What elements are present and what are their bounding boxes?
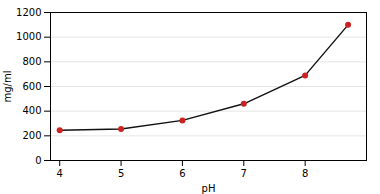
svg-text:4: 4 <box>57 168 63 179</box>
svg-text:5: 5 <box>118 168 124 179</box>
svg-text:1000: 1000 <box>16 31 41 42</box>
svg-text:600: 600 <box>22 81 41 92</box>
svg-text:400: 400 <box>22 105 41 116</box>
svg-text:mg/ml: mg/ml <box>2 71 13 103</box>
svg-text:8: 8 <box>302 168 308 179</box>
svg-text:pH: pH <box>202 183 216 194</box>
svg-text:200: 200 <box>22 130 41 141</box>
svg-text:6: 6 <box>179 168 185 179</box>
svg-text:1200: 1200 <box>16 7 41 18</box>
svg-text:7: 7 <box>241 168 247 179</box>
svg-text:0: 0 <box>35 155 41 166</box>
svg-text:800: 800 <box>22 56 41 67</box>
